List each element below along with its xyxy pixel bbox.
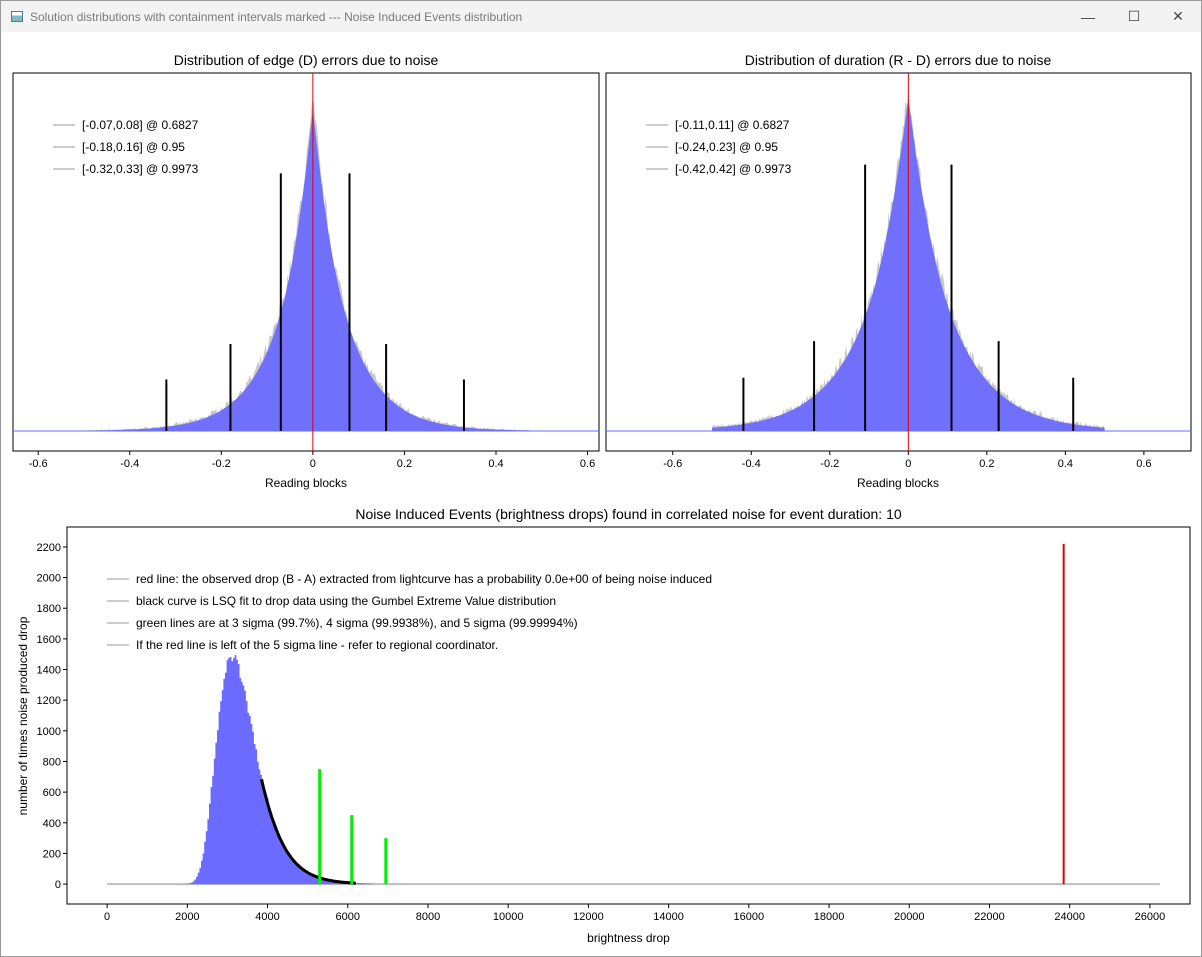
duration-plot-xlabel: Reading blocks <box>856 476 940 490</box>
y-tick-label: 1800 <box>37 603 61 615</box>
x-tick-label: 0.4 <box>488 458 503 470</box>
x-tick-label: 2000 <box>175 911 199 923</box>
x-tick-label: 4000 <box>255 911 279 923</box>
x-tick-label: 24000 <box>1054 911 1085 923</box>
duration-plot-title: Distribution of duration (R - D) errors … <box>744 52 1052 68</box>
legend-entry: [-0.07,0.08] @ 0.6827 <box>82 118 199 132</box>
close-button[interactable]: ✕ <box>1155 1 1201 32</box>
legend-entry: [-0.18,0.16] @ 0.95 <box>82 140 185 154</box>
legend-entry: [-0.42,0.42] @ 0.9973 <box>675 162 792 176</box>
noise-events-ylabel: number of times noise produced drop <box>16 616 30 816</box>
y-tick-label: 1200 <box>37 695 61 707</box>
x-tick-label: 20000 <box>894 911 925 923</box>
x-tick-label: 16000 <box>734 911 765 923</box>
noise-events-chart[interactable]: 0 200 400 600 800 1000 1200 1400 1600 1800 2000 220… <box>1 526 1201 923</box>
x-tick-label: 10000 <box>493 911 524 923</box>
x-tick-label: -0.2 <box>212 458 231 470</box>
title-bar[interactable]: Solution distributions with containment … <box>1 1 1201 32</box>
y-tick-label: 600 <box>43 787 61 799</box>
legend-entry: [-0.11,0.11] @ 0.6827 <box>675 118 790 132</box>
minimize-button[interactable]: — <box>1065 1 1111 32</box>
x-tick-label: 26000 <box>1135 911 1166 923</box>
histogram-bars <box>167 655 373 885</box>
y-tick-label: 2000 <box>37 573 61 585</box>
x-tick-label: 0.6 <box>580 458 595 470</box>
maximize-icon: ☐ <box>1127 8 1141 24</box>
edge-error-chart[interactable]: -0.6 -0.4 -0.2 0 0.2 0.4 0.6 [-0.07,0.08] @ 0.6… <box>1 72 601 470</box>
x-tick-label: 0 <box>310 458 316 470</box>
edge-plot-title: Distribution of edge (D) errors due to n… <box>173 52 439 68</box>
x-tick-label: -0.4 <box>120 458 139 470</box>
legend-entry: black curve is LSQ fit to drop data usin… <box>136 594 556 608</box>
x-tick-label: 0.2 <box>397 458 412 470</box>
x-tick-label: 22000 <box>974 911 1005 923</box>
x-tick-label: 0.6 <box>1136 458 1151 470</box>
x-tick-label: 12000 <box>573 911 604 923</box>
y-tick-label: 1600 <box>37 634 61 646</box>
edge-plot-xlabel: Reading blocks <box>264 476 348 490</box>
app-icon <box>11 11 23 22</box>
gumbel-fit-curve <box>260 778 356 885</box>
x-tick-label: -0.6 <box>29 458 48 470</box>
noise-events-plot-title: Noise Induced Events (brightness drops) … <box>355 506 902 522</box>
x-tick-label: 6000 <box>336 911 360 923</box>
y-tick-label: 2200 <box>37 542 61 554</box>
legend-entry: If the red line is left of the 5 sigma l… <box>136 638 498 652</box>
y-tick-label: 200 <box>43 848 61 860</box>
maximize-button[interactable]: ☐ <box>1111 1 1157 32</box>
x-tick-label: 0.4 <box>1058 458 1073 470</box>
y-tick-label: 800 <box>43 756 61 768</box>
x-tick-label: 14000 <box>653 911 684 923</box>
x-tick-label: 0 <box>104 911 110 923</box>
x-tick-label: 0.2 <box>979 458 994 470</box>
legend-entry: green lines are at 3 sigma (99.7%), 4 si… <box>136 616 578 630</box>
legend-entry: [-0.24,0.23] @ 0.95 <box>675 140 778 154</box>
minimize-icon: — <box>1081 8 1095 25</box>
x-tick-label: -0.4 <box>742 458 761 470</box>
noise-events-xlabel: brightness drop <box>587 931 670 945</box>
x-tick-label: -0.6 <box>663 458 682 470</box>
x-tick-label: -0.2 <box>820 458 839 470</box>
y-tick-label: 1400 <box>37 665 61 677</box>
x-tick-label: 0 <box>905 458 911 470</box>
close-icon: ✕ <box>1172 8 1184 24</box>
legend-entry: red line: the observed drop (B - A) extr… <box>136 572 712 586</box>
window-title: Solution distributions with containment … <box>30 9 523 24</box>
duration-error-chart[interactable]: -0.6 -0.4 -0.2 0 0.2 0.4 0.6 [-0.11,0.11] @ 0.6… <box>1 72 1192 470</box>
legend-entry: [-0.32,0.33] @ 0.9973 <box>82 162 199 176</box>
x-tick-label: 18000 <box>814 911 845 923</box>
y-tick-label: 1000 <box>37 726 61 738</box>
y-tick-label: 400 <box>43 818 61 830</box>
x-tick-label: 8000 <box>416 911 440 923</box>
y-tick-label: 0 <box>55 879 61 891</box>
